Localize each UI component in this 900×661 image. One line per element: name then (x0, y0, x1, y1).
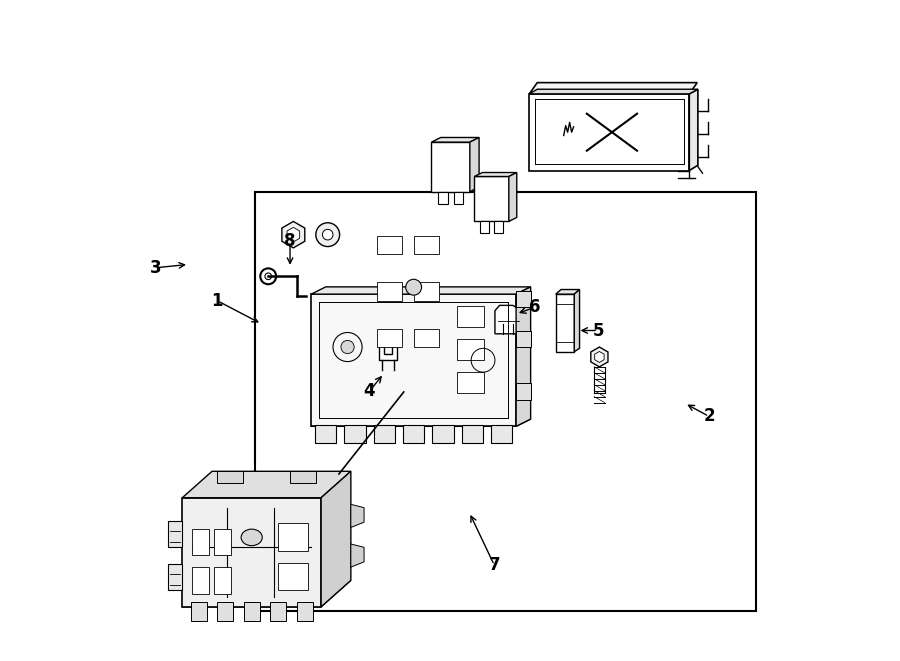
Bar (516, 330, 531, 347)
Polygon shape (474, 176, 508, 221)
Bar (516, 383, 531, 400)
Polygon shape (516, 287, 531, 426)
Bar (432, 425, 454, 443)
Text: 1: 1 (212, 292, 223, 310)
Text: 4: 4 (364, 382, 375, 401)
Bar (462, 425, 482, 443)
Polygon shape (270, 602, 286, 621)
Bar (516, 291, 531, 307)
Polygon shape (495, 305, 521, 334)
Polygon shape (217, 602, 233, 621)
Polygon shape (351, 544, 364, 567)
Text: 7: 7 (489, 556, 500, 574)
Bar (278, 563, 308, 590)
Polygon shape (167, 521, 183, 547)
Text: 3: 3 (150, 258, 162, 277)
Bar (456, 306, 484, 327)
Polygon shape (282, 221, 305, 248)
Bar (414, 329, 439, 347)
Polygon shape (287, 227, 300, 242)
Bar (374, 425, 395, 443)
Circle shape (322, 229, 333, 240)
Bar (377, 282, 402, 301)
Polygon shape (574, 290, 580, 352)
Polygon shape (556, 294, 574, 352)
Polygon shape (470, 137, 479, 192)
Bar (377, 329, 402, 347)
Circle shape (316, 223, 339, 247)
Polygon shape (529, 89, 698, 94)
Polygon shape (595, 352, 604, 362)
Bar (491, 425, 512, 443)
Circle shape (341, 340, 355, 354)
Polygon shape (689, 89, 698, 171)
Polygon shape (311, 294, 516, 426)
Bar (193, 529, 209, 555)
Bar (290, 471, 316, 483)
Bar (456, 339, 484, 360)
Bar (315, 425, 337, 443)
Polygon shape (311, 287, 531, 294)
Text: 2: 2 (703, 407, 715, 426)
Polygon shape (321, 471, 351, 607)
Polygon shape (529, 94, 689, 171)
Polygon shape (454, 192, 463, 204)
Polygon shape (494, 221, 503, 233)
Bar (403, 425, 424, 443)
Circle shape (406, 279, 421, 295)
Polygon shape (167, 564, 183, 590)
Polygon shape (297, 602, 312, 621)
Bar (278, 523, 308, 551)
Bar (414, 236, 439, 254)
Polygon shape (529, 83, 698, 94)
Ellipse shape (241, 529, 262, 546)
Polygon shape (431, 142, 470, 192)
Polygon shape (556, 290, 580, 294)
Bar (377, 236, 402, 254)
Polygon shape (480, 221, 490, 233)
Bar (193, 567, 209, 594)
Bar (255, 192, 756, 611)
Polygon shape (311, 419, 531, 426)
Text: 8: 8 (284, 232, 296, 251)
Polygon shape (191, 602, 207, 621)
Bar (456, 372, 484, 393)
Polygon shape (379, 337, 397, 360)
Polygon shape (183, 580, 351, 607)
Bar (345, 425, 365, 443)
Polygon shape (590, 347, 608, 367)
Bar (414, 282, 439, 301)
Text: 5: 5 (592, 321, 604, 340)
Polygon shape (431, 137, 479, 142)
Bar (214, 529, 230, 555)
Bar (214, 567, 230, 594)
Text: 6: 6 (529, 298, 540, 317)
Polygon shape (351, 504, 364, 527)
Polygon shape (183, 471, 351, 498)
Bar (217, 471, 243, 483)
Polygon shape (474, 173, 517, 176)
Polygon shape (508, 173, 517, 221)
Polygon shape (438, 192, 447, 204)
Polygon shape (183, 498, 321, 607)
Polygon shape (244, 602, 259, 621)
